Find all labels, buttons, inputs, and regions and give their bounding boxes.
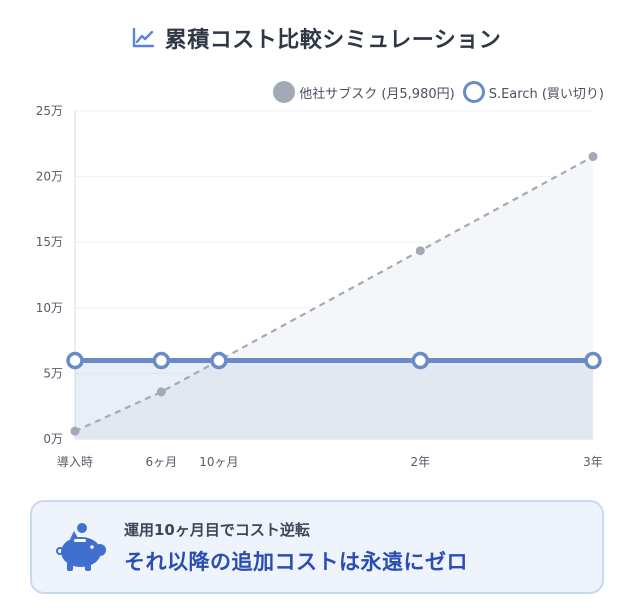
line-chart-icon (132, 27, 154, 48)
x-tick-label: 3年 (583, 455, 603, 469)
y-tick-label: 20万 (36, 170, 63, 184)
data-point-subscription (415, 246, 425, 256)
y-tick-label: 0万 (43, 432, 63, 446)
data-point-search (210, 351, 228, 370)
legend-label-subscription: 他社サブスク (月5,980円) (299, 86, 455, 102)
cost-chart: 0万 5万 10万 15万 20万 25万 導入時 6ヶ月 10ヶ月 2年 3年 (36, 104, 603, 469)
x-tick-label: 10ヶ月 (199, 455, 238, 469)
legend-item-subscription[interactable]: 他社サブスク (月5,980円) (273, 81, 455, 103)
data-point-subscription (70, 426, 80, 436)
chart-header: 累積コスト比較シミュレーション (0, 20, 632, 56)
data-point-search (584, 351, 602, 370)
y-tick-label: 15万 (36, 235, 63, 249)
callout-main-text: それ以降の追加コストは永遠にゼロ (124, 549, 468, 574)
callout-text: 運用10ヶ月目でコスト逆転 それ以降の追加コストは永遠にゼロ (124, 519, 468, 576)
data-point-subscription (156, 387, 166, 397)
y-tick-label: 25万 (36, 104, 63, 118)
x-tick-label: 2年 (411, 455, 431, 469)
callout-subtitle: 運用10ヶ月目でコスト逆転 (124, 520, 310, 539)
legend-item-search[interactable]: S.Earch (買い切り) (462, 81, 604, 103)
y-axis-ticks: 0万 5万 10万 15万 20万 25万 (36, 104, 63, 446)
reversal-callout: 運用10ヶ月目でコスト逆転 それ以降の追加コストは永遠にゼロ (30, 500, 604, 594)
data-point-subscription (588, 152, 598, 162)
data-point-search (411, 351, 430, 370)
chart-title: 累積コスト比較シミュレーション (164, 28, 502, 53)
y-tick-label: 10万 (36, 301, 63, 315)
x-axis-ticks: 導入時 6ヶ月 10ヶ月 2年 3年 (57, 455, 603, 469)
x-tick-label: 導入時 (57, 455, 93, 469)
x-tick-label: 6ヶ月 (146, 455, 178, 469)
legend-marker-subscription (273, 81, 296, 103)
legend-label-search: S.Earch (買い切り) (488, 86, 604, 102)
data-point-search (66, 351, 84, 370)
chart-legend: 他社サブスク (月5,980円) S.Earch (買い切り) (273, 80, 604, 104)
series-points (66, 152, 602, 436)
series-area-1 (75, 360, 593, 439)
series-line-0 (74, 155, 594, 433)
y-tick-label: 5万 (43, 366, 63, 380)
legend-marker-search (462, 81, 485, 103)
data-point-search (152, 351, 171, 370)
piggy-bank-icon (56, 523, 106, 571)
